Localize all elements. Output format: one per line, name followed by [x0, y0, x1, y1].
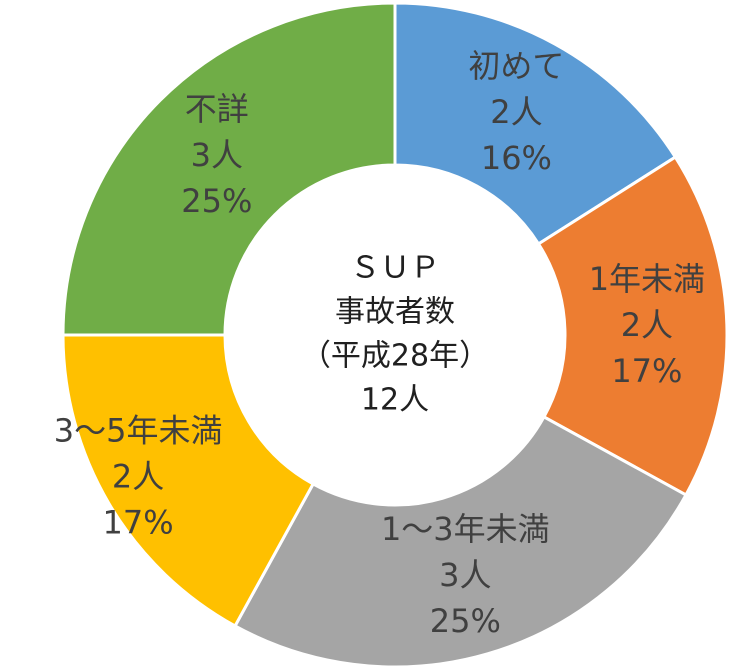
center-text: 事故者数: [335, 295, 455, 330]
slice-percent: 17%: [611, 352, 682, 390]
slice: [233, 414, 688, 669]
slice-category: 初めて: [468, 47, 564, 85]
slice-percent: 25%: [181, 182, 252, 220]
slice-count: 3人: [191, 136, 243, 174]
slice-percent: 17%: [103, 503, 174, 541]
slice-count: 3人: [439, 556, 491, 594]
slice-category: 3～5年未満: [54, 411, 223, 449]
slice-count: 2人: [112, 457, 164, 495]
center-text: ＳＵＰ: [350, 251, 440, 286]
slice-percent: 16%: [481, 139, 552, 177]
slice-category: 1年未満: [589, 260, 705, 298]
slice-category: 不詳: [185, 90, 249, 128]
slice-percent: 25%: [430, 602, 501, 640]
slice-category: 1～3年未満: [381, 510, 550, 548]
slice: [393, 1, 678, 246]
center-text: 12人: [361, 383, 429, 418]
slice-count: 2人: [490, 93, 542, 131]
slice-count: 2人: [621, 306, 673, 344]
slice: [61, 333, 316, 628]
slice: [61, 1, 397, 337]
center-text: （平成28年）: [301, 339, 489, 374]
slice: [536, 155, 729, 497]
